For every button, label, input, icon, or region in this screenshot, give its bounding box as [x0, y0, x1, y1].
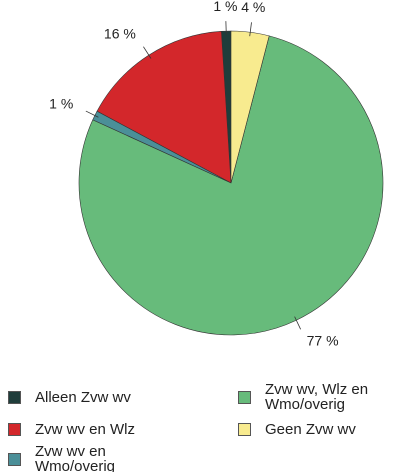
legend-label: Zvw wv, Wlz en Wmo/overig — [265, 381, 369, 413]
leader-line — [143, 46, 152, 59]
legend-item: Zvw wv en Wmo/overig — [8, 444, 238, 472]
legend-label: Alleen Zvw wv — [35, 388, 131, 406]
data-label: 1 % — [213, 0, 237, 14]
legend: Alleen Zvw wv Zvw wv en Wlz Zvw wv en Wmo/… — [8, 380, 398, 472]
data-label: 77 % — [307, 333, 339, 349]
legend-label: Zvw wv en Wmo/overig — [35, 443, 116, 472]
legend-swatch — [8, 390, 21, 404]
leader-line — [85, 110, 99, 118]
legend-swatch — [238, 422, 251, 436]
legend-swatch — [238, 390, 251, 404]
legend-item: Zvw wv en Wlz — [8, 414, 238, 444]
legend-swatch — [8, 422, 21, 436]
data-label: 16 % — [104, 26, 136, 42]
legend-item: Geen Zvw wv — [238, 414, 398, 444]
legend-label: Geen Zvw wv — [265, 420, 356, 438]
data-label: 4 % — [241, 0, 265, 15]
leader-line — [249, 22, 252, 37]
chart: 1 % 16 % 1 % 77 % 4 % — [49, 0, 384, 349]
legend-label: Zvw wv en Wlz — [35, 420, 136, 438]
data-label: 1 % — [49, 96, 73, 112]
legend-swatch — [8, 452, 21, 466]
leader-line — [294, 316, 301, 330]
legend-item: Alleen Zvw wv — [8, 380, 238, 414]
legend-item: Zvw wv, Wlz en Wmo/overig — [238, 380, 398, 414]
